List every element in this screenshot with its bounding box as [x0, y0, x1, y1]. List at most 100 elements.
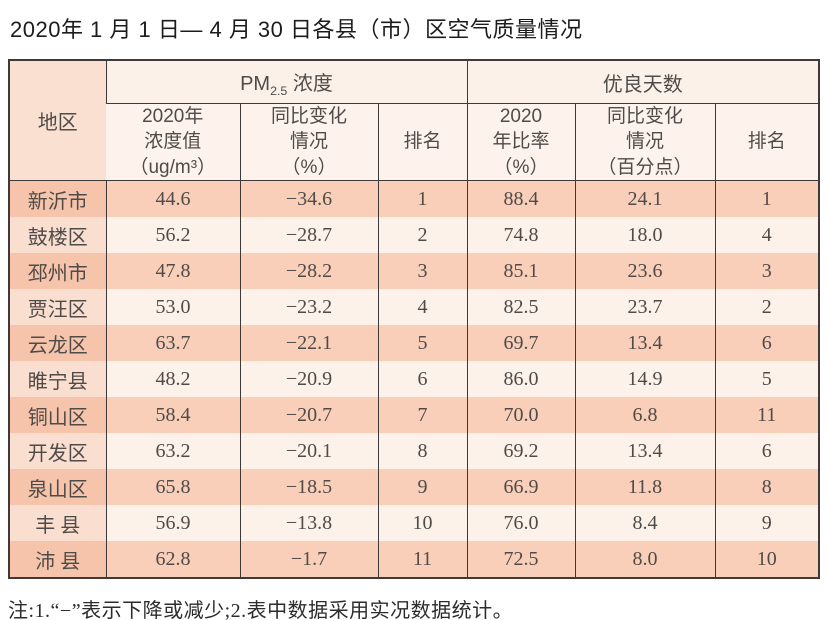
- good-ratio-cell: 82.5: [466, 289, 575, 325]
- table-row: 新沂市 44.6 −34.6 1 88.4 24.1 1: [9, 180, 820, 217]
- good-rank-cell: 1: [714, 180, 820, 217]
- good-rank-cell: 6: [714, 433, 820, 469]
- good-ratio-cell: 72.5: [466, 541, 575, 578]
- pm-value-cell: 48.2: [105, 361, 240, 397]
- good-ratio-cell: 88.4: [466, 180, 575, 217]
- good-change-cell: 18.0: [574, 217, 715, 253]
- good-rank-cell: 3: [714, 253, 820, 289]
- pm-rank-cell: 4: [377, 289, 467, 325]
- good-change-cell: 11.8: [574, 469, 715, 505]
- col-group-good-days: 优良天数: [466, 60, 820, 104]
- good-change-cell: 8.4: [574, 505, 715, 541]
- footnote: 注:1.“−”表示下降或减少;2.表中数据采用实况数据统计。: [8, 600, 514, 620]
- good-ratio-cell: 74.8: [466, 217, 575, 253]
- pm-value-cell: 53.0: [105, 289, 240, 325]
- good-ratio-cell: 69.7: [466, 325, 575, 361]
- air-quality-table: 地区 PM2.5 浓度 优良天数 2020年 浓度值 （ug/m³） 同比变化 …: [8, 59, 821, 579]
- good-rank-cell: 10: [714, 541, 820, 578]
- pm-change-cell: −18.5: [239, 469, 378, 505]
- col-header-good-rank: 排名: [714, 103, 820, 181]
- pm-change-cell: −28.2: [239, 253, 378, 289]
- pm-change-cell: −20.9: [239, 361, 378, 397]
- table-row: 铜山区 58.4 −20.7 7 70.0 6.8 11: [9, 397, 820, 433]
- region-cell: 贾汪区: [9, 289, 106, 325]
- good-ratio-cell: 66.9: [466, 469, 575, 505]
- col-header-good-ratio: 2020 年比率 （%）: [466, 103, 575, 181]
- table-row: 沛 县 62.8 −1.7 11 72.5 8.0 10: [9, 541, 820, 578]
- region-cell: 铜山区: [9, 397, 106, 433]
- pm25-label-suffix: 浓度: [287, 72, 333, 95]
- pm-value-cell: 63.7: [105, 325, 240, 361]
- pm-change-cell: −13.8: [239, 505, 378, 541]
- pm-value-cell: 56.9: [105, 505, 240, 541]
- good-rank-cell: 5: [714, 361, 820, 397]
- table-header: 地区 PM2.5 浓度 优良天数 2020年 浓度值 （ug/m³） 同比变化 …: [9, 60, 820, 181]
- good-rank-cell: 9: [714, 505, 820, 541]
- region-cell: 开发区: [9, 433, 106, 469]
- good-change-cell: 6.8: [574, 397, 715, 433]
- pm-change-cell: −34.6: [239, 180, 378, 217]
- pm25-label-prefix: PM: [240, 72, 271, 95]
- good-ratio-cell: 69.2: [466, 433, 575, 469]
- col-header-pm-rank: 排名: [377, 103, 467, 181]
- good-change-cell: 24.1: [574, 180, 715, 217]
- header-sub-row: 2020年 浓度值 （ug/m³） 同比变化 情况 （%） 排名 2020 年比…: [9, 103, 820, 181]
- region-cell: 邳州市: [9, 253, 106, 289]
- good-ratio-cell: 85.1: [466, 253, 575, 289]
- pm-rank-cell: 10: [377, 505, 467, 541]
- table-row: 贾汪区 53.0 −23.2 4 82.5 23.7 2: [9, 289, 820, 325]
- region-cell: 睢宁县: [9, 361, 106, 397]
- table-row: 丰 县 56.9 −13.8 10 76.0 8.4 9: [9, 505, 820, 541]
- pm-change-cell: −1.7: [239, 541, 378, 578]
- good-ratio-cell: 76.0: [466, 505, 575, 541]
- pm-rank-cell: 3: [377, 253, 467, 289]
- region-cell: 新沂市: [9, 180, 106, 217]
- page-title: 2020年 1 月 1 日— 4 月 30 日各县（市）区空气质量情况: [10, 17, 583, 42]
- pm25-label-subscript: 2.5: [270, 83, 288, 98]
- good-change-cell: 13.4: [574, 325, 715, 361]
- table-row: 邳州市 47.8 −28.2 3 85.1 23.6 3: [9, 253, 820, 289]
- table-row: 泉山区 65.8 −18.5 9 66.9 11.8 8: [9, 469, 820, 505]
- table-row: 云龙区 63.7 −22.1 5 69.7 13.4 6: [9, 325, 820, 361]
- region-cell: 云龙区: [9, 325, 106, 361]
- table-row: 鼓楼区 56.2 −28.7 2 74.8 18.0 4: [9, 217, 820, 253]
- good-rank-cell: 2: [714, 289, 820, 325]
- good-change-cell: 14.9: [574, 361, 715, 397]
- pm-value-cell: 63.2: [105, 433, 240, 469]
- pm-rank-cell: 9: [377, 469, 467, 505]
- table-body: 新沂市 44.6 −34.6 1 88.4 24.1 1 鼓楼区 56.2 −2…: [9, 180, 820, 578]
- good-rank-cell: 11: [714, 397, 820, 433]
- col-group-pm25: PM2.5 浓度: [105, 60, 467, 104]
- good-rank-cell: 6: [714, 325, 820, 361]
- good-rank-cell: 8: [714, 469, 820, 505]
- header-group-row: 地区 PM2.5 浓度 优良天数: [9, 60, 820, 181]
- pm-value-cell: 58.4: [105, 397, 240, 433]
- pm-change-cell: −20.1: [239, 433, 378, 469]
- pm-value-cell: 62.8: [105, 541, 240, 578]
- pm-change-cell: −28.7: [239, 217, 378, 253]
- pm-rank-cell: 8: [377, 433, 467, 469]
- col-header-pm-value: 2020年 浓度值 （ug/m³）: [106, 103, 240, 181]
- pm-rank-cell: 2: [377, 217, 467, 253]
- pm-value-cell: 47.8: [105, 253, 240, 289]
- pm-change-cell: −20.7: [239, 397, 378, 433]
- pm-rank-cell: 6: [377, 361, 467, 397]
- pm-rank-cell: 7: [377, 397, 467, 433]
- col-header-pm-change: 同比变化 情况 （%）: [239, 103, 378, 181]
- good-change-cell: 8.0: [574, 541, 715, 578]
- col-header-good-change: 同比变化 情况 （百分点）: [574, 103, 715, 181]
- good-change-cell: 23.6: [574, 253, 715, 289]
- good-ratio-cell: 70.0: [466, 397, 575, 433]
- region-cell: 泉山区: [9, 469, 106, 505]
- pm-rank-cell: 1: [377, 180, 467, 217]
- pm-rank-cell: 11: [377, 541, 467, 578]
- table-row: 睢宁县 48.2 −20.9 6 86.0 14.9 5: [9, 361, 820, 397]
- col-header-region: 地区: [9, 60, 106, 181]
- region-cell: 鼓楼区: [9, 217, 106, 253]
- table-row: 开发区 63.2 −20.1 8 69.2 13.4 6: [9, 433, 820, 469]
- good-rank-cell: 4: [714, 217, 820, 253]
- region-cell: 丰 县: [9, 505, 106, 541]
- pm-change-cell: −22.1: [239, 325, 378, 361]
- good-change-cell: 13.4: [574, 433, 715, 469]
